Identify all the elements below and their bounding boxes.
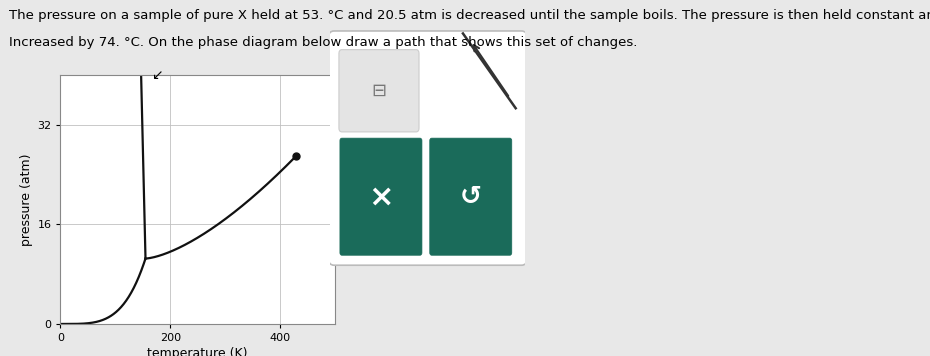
FancyBboxPatch shape [430,138,512,255]
FancyBboxPatch shape [339,138,422,255]
Text: The pressure on a sample of pure X held at 53. °C and 20.5 atm is decreased unti: The pressure on a sample of pure X held … [9,9,930,22]
Y-axis label: pressure (atm): pressure (atm) [20,153,33,246]
X-axis label: temperature (K): temperature (K) [147,347,248,356]
Text: ↺: ↺ [459,184,482,210]
FancyBboxPatch shape [328,31,527,265]
Text: ⊟: ⊟ [371,82,387,100]
Text: ×: × [368,182,393,211]
FancyBboxPatch shape [339,50,419,132]
Text: ↙: ↙ [151,68,162,82]
Text: Increased by 74. °C. On the phase diagram below draw a path that shows this set : Increased by 74. °C. On the phase diagra… [9,36,638,49]
